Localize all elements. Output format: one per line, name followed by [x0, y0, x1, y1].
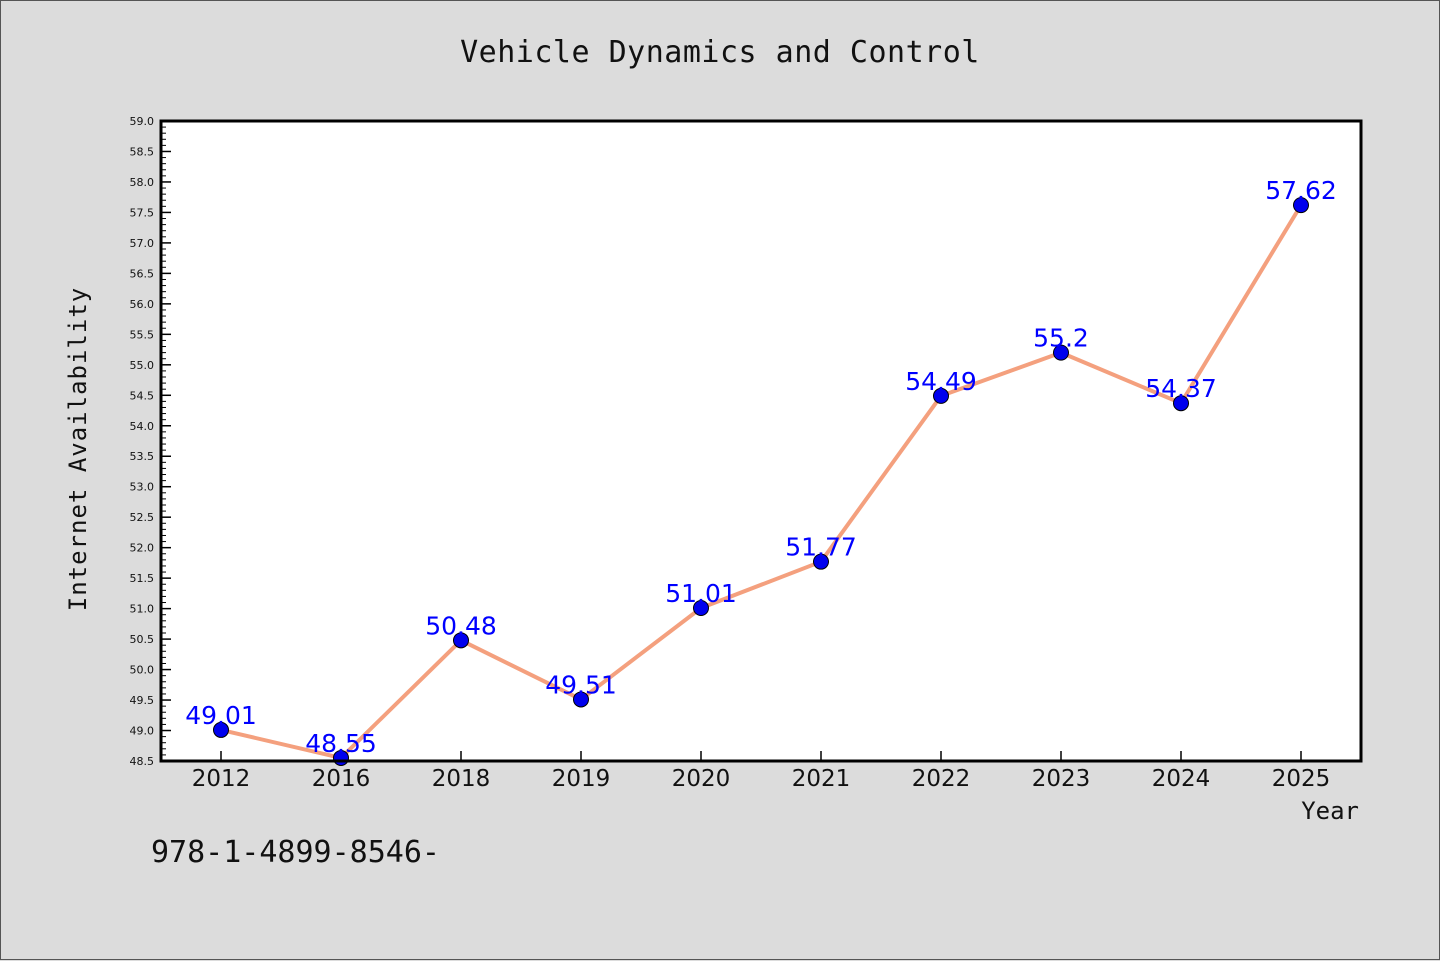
series-line	[220, 204, 1303, 760]
y-tick-label: 53.0	[130, 481, 155, 494]
x-tick-label: 2024	[1152, 766, 1211, 792]
footnote-isbn: 978-1-4899-8546-	[151, 835, 440, 870]
y-tick-label: 56.0	[130, 298, 155, 311]
data-label: 54.49	[905, 367, 977, 396]
y-tick-label: 58.5	[130, 145, 155, 158]
data-label: 48.55	[305, 729, 377, 758]
y-tick-label: 52.0	[130, 542, 155, 555]
chart-title: Vehicle Dynamics and Control	[460, 35, 980, 70]
y-tick-label: 49.0	[130, 725, 155, 738]
x-tick-label: 2022	[912, 766, 971, 792]
y-tick-label: 50.5	[130, 633, 155, 646]
y-tick-label: 54.5	[130, 389, 155, 402]
y-tick-label: 51.5	[130, 572, 155, 585]
x-tick-label: 2021	[792, 766, 851, 792]
y-tick-label: 48.5	[130, 755, 155, 768]
data-label: 54.37	[1145, 374, 1217, 403]
data-label: 51.77	[785, 533, 857, 562]
x-axis-label: Year	[1301, 797, 1359, 825]
data-label: 49.01	[185, 701, 257, 730]
data-label: 50.48	[425, 611, 497, 640]
y-tick-label: 57.5	[130, 206, 155, 219]
data-point	[1293, 197, 1309, 214]
y-tick-label: 59.0	[130, 115, 155, 128]
y-tick-label: 53.5	[130, 450, 155, 463]
x-tick-label: 2012	[192, 766, 251, 792]
y-tick-label: 54.0	[130, 420, 155, 433]
y-tick-label: 50.0	[130, 664, 155, 677]
x-tick-label: 2023	[1032, 766, 1091, 792]
x-tick-label: 2018	[432, 766, 491, 792]
data-label: 57.62	[1265, 176, 1337, 205]
data-label: 55.2	[1033, 324, 1089, 353]
y-tick-label: 49.5	[130, 694, 155, 707]
y-tick-label: 57.0	[130, 237, 155, 250]
y-tick-label: 56.5	[130, 267, 155, 280]
data-point	[453, 632, 469, 649]
y-tick-label: 55.0	[130, 359, 155, 372]
data-point	[693, 600, 709, 617]
data-point	[1173, 395, 1189, 412]
y-tick-label: 55.5	[130, 328, 155, 341]
data-point	[573, 691, 589, 708]
y-tick-label: 52.5	[130, 511, 155, 524]
x-tick-label: 2016	[312, 766, 371, 792]
data-point	[933, 387, 949, 404]
data-point	[213, 721, 229, 738]
plot-background	[161, 121, 1361, 761]
x-tick-label: 2020	[672, 766, 731, 792]
x-tick-label: 2025	[1272, 766, 1331, 792]
x-tick-label: 2019	[552, 766, 611, 792]
data-label: 51.01	[665, 579, 737, 608]
plot-frame	[159, 119, 1363, 763]
data-label: 49.51	[545, 670, 617, 699]
y-tick-label: 51.0	[130, 603, 155, 616]
data-point	[1053, 344, 1069, 361]
y-tick-label: 58.0	[130, 176, 155, 189]
data-point	[813, 553, 829, 570]
